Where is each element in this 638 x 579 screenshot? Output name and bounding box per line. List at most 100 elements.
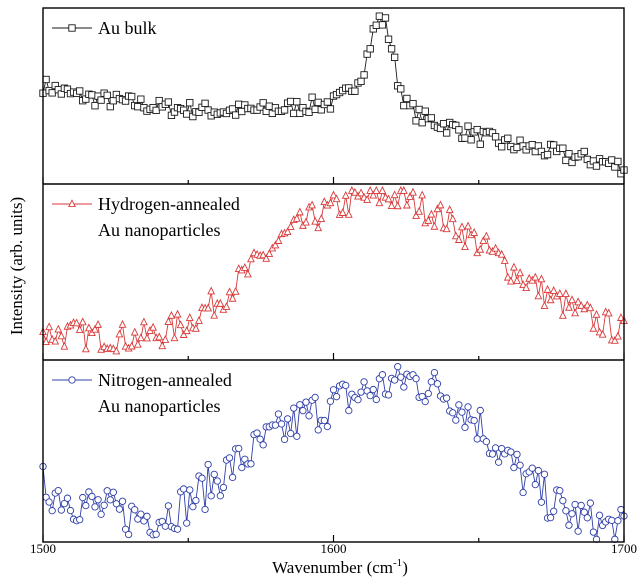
data-point (470, 416, 478, 425)
data-point (580, 147, 588, 156)
data-point (308, 200, 317, 209)
data-point (550, 507, 558, 515)
data-point (265, 249, 274, 257)
data-point (183, 519, 191, 527)
data-point (186, 486, 194, 494)
data-point (222, 302, 231, 310)
data-point (72, 318, 81, 327)
data-point (112, 500, 121, 508)
data-point (357, 388, 365, 396)
data-point (470, 228, 479, 236)
data-point (509, 262, 518, 271)
data-point (366, 185, 375, 194)
data-point (78, 317, 87, 326)
data-point (66, 506, 75, 515)
data-point (412, 117, 420, 125)
data-point (256, 435, 264, 443)
data-point (176, 320, 185, 329)
data-point (562, 507, 570, 515)
data-point (63, 494, 72, 502)
data-point (482, 438, 491, 446)
data-point (561, 289, 570, 297)
data-point (131, 506, 139, 514)
data-point (476, 244, 485, 253)
data-point (479, 236, 488, 245)
data-point (210, 470, 218, 479)
data-point (228, 473, 237, 482)
data-point (516, 268, 524, 277)
legend-2: Hydrogen-annealed Au nanoparticles (52, 194, 240, 240)
data-point (519, 488, 527, 497)
data-point (381, 14, 390, 22)
data-point (574, 297, 583, 306)
data-point (454, 235, 463, 243)
data-point (94, 319, 102, 328)
data-point (231, 286, 240, 295)
data-point (452, 416, 460, 424)
data-point (562, 156, 570, 165)
data-point (604, 308, 613, 317)
data-point (283, 227, 292, 235)
data-point (308, 93, 316, 101)
data-point (185, 313, 194, 321)
data-point (259, 250, 268, 259)
data-point (164, 98, 173, 106)
data-point (543, 150, 552, 159)
data-point (589, 323, 598, 332)
data-point (522, 283, 531, 291)
data-point (88, 91, 96, 99)
data-point (372, 185, 381, 194)
data-point (186, 99, 194, 107)
data-point (455, 126, 463, 134)
data-point (259, 441, 267, 449)
data-point (311, 216, 320, 225)
data-point (445, 205, 454, 213)
data-point (577, 301, 586, 310)
data-point (546, 514, 555, 522)
data-point (458, 408, 466, 416)
data-point (207, 286, 216, 295)
data-point (342, 381, 350, 390)
data-point (467, 136, 475, 144)
data-point (302, 217, 310, 226)
data-point (247, 460, 255, 468)
data-point (314, 98, 322, 107)
data-point (290, 404, 298, 412)
plot-border (42, 7, 625, 543)
data-point (118, 497, 127, 505)
data-point (204, 460, 212, 469)
data-point (280, 435, 289, 444)
data-point (198, 474, 206, 482)
data-point (240, 263, 249, 271)
data-point (139, 317, 148, 326)
data-point (136, 333, 145, 342)
data-point (68, 24, 76, 32)
data-point (513, 450, 521, 459)
data-point (286, 222, 295, 230)
data-point (164, 502, 173, 510)
data-point (332, 194, 341, 203)
data-point (608, 516, 616, 525)
data-point (219, 483, 228, 492)
data-point (397, 85, 405, 93)
data-point (372, 395, 380, 404)
data-point (461, 134, 469, 142)
data-point (238, 107, 246, 116)
data-point (409, 100, 417, 108)
data-point (302, 398, 310, 406)
data-point (546, 295, 555, 304)
data-point (189, 503, 197, 511)
data-point (167, 310, 176, 319)
data-point (424, 215, 433, 224)
data-point (494, 458, 503, 466)
data-point (299, 407, 307, 415)
data-point (57, 331, 66, 340)
data-point (164, 317, 173, 325)
data-point (397, 373, 405, 381)
data-point (42, 75, 50, 84)
data-point (314, 426, 322, 434)
data-point (253, 429, 261, 437)
data-point (488, 450, 497, 458)
data-point (204, 303, 213, 312)
data-point (68, 376, 76, 384)
